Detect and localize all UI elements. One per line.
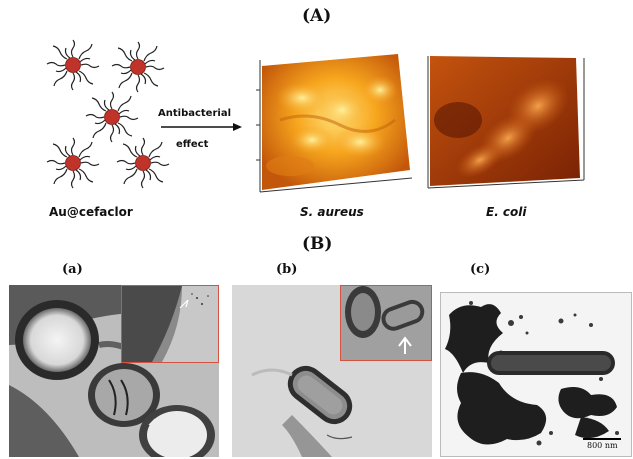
arrow-icon: [161, 123, 242, 131]
nanoparticle-2: [111, 41, 165, 93]
nanoparticle-4: [46, 137, 100, 189]
panel-b-label: (B): [302, 234, 333, 254]
panel-a-label: (A): [302, 6, 332, 26]
nanoparticle-5: [116, 137, 170, 189]
tem-image-b: [232, 285, 432, 457]
arrow-label-bottom: effect: [176, 139, 209, 150]
nanoparticle-label: Au@cefaclor: [49, 205, 133, 219]
afm-label-s-aureus: S. aureus: [300, 205, 364, 219]
afm-image-e-coli: [427, 56, 585, 189]
scale-bar-label: 800 nm: [587, 441, 618, 450]
tem-label-c: (c): [470, 262, 491, 277]
tem-inset-b: [340, 285, 432, 361]
arrow-label-top: Antibacterial: [158, 108, 231, 119]
nanoparticle-3: [85, 91, 139, 143]
afm-label-e-coli: E. coli: [486, 205, 527, 219]
tem-inset-a: [121, 285, 219, 363]
tem-label-b: (b): [276, 262, 298, 277]
tem-label-a: (a): [62, 262, 83, 277]
tem-image-a: [9, 285, 219, 457]
nanoparticle-1: [46, 39, 100, 91]
afm-image-s-aureus: [256, 54, 413, 193]
tem-image-c: 800 nm: [440, 292, 632, 457]
